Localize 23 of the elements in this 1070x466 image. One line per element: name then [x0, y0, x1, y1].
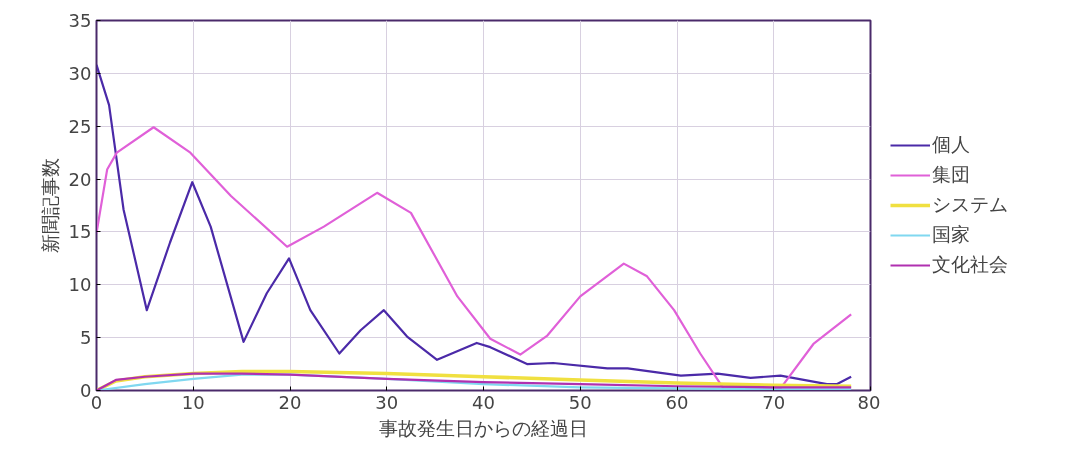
line-series — [96, 63, 853, 386]
legend-label: 国家 — [932, 222, 970, 247]
x-tick-label: 60 — [665, 391, 689, 413]
legend-label: 文化社会 — [932, 252, 1008, 277]
x-tick-label: 80 — [857, 391, 881, 413]
y-tick-label: 25 — [68, 115, 92, 137]
y-tick-label: 5 — [80, 327, 92, 349]
x-tick-label: 10 — [181, 391, 205, 413]
legend-label: 個人 — [932, 132, 970, 157]
y-axis-title: 新聞記事数 — [38, 158, 61, 253]
y-tick-label: 35 — [68, 10, 92, 31]
y-tick-label: 30 — [68, 62, 92, 84]
x-axis-title: 事故発生日からの経過日 — [379, 416, 588, 439]
y-tick-label: 15 — [68, 221, 92, 243]
x-tick-label: 20 — [278, 391, 302, 413]
x-tick-label: 30 — [375, 391, 399, 413]
x-tick-label: 40 — [472, 391, 495, 413]
legend-label: 集団 — [932, 162, 970, 187]
x-tick-label: 70 — [762, 391, 786, 413]
y-tick-label: 20 — [68, 168, 92, 190]
y-tick-label: 10 — [68, 274, 92, 296]
legend-label: システム — [932, 192, 1008, 217]
x-tick-label: 50 — [568, 391, 592, 413]
